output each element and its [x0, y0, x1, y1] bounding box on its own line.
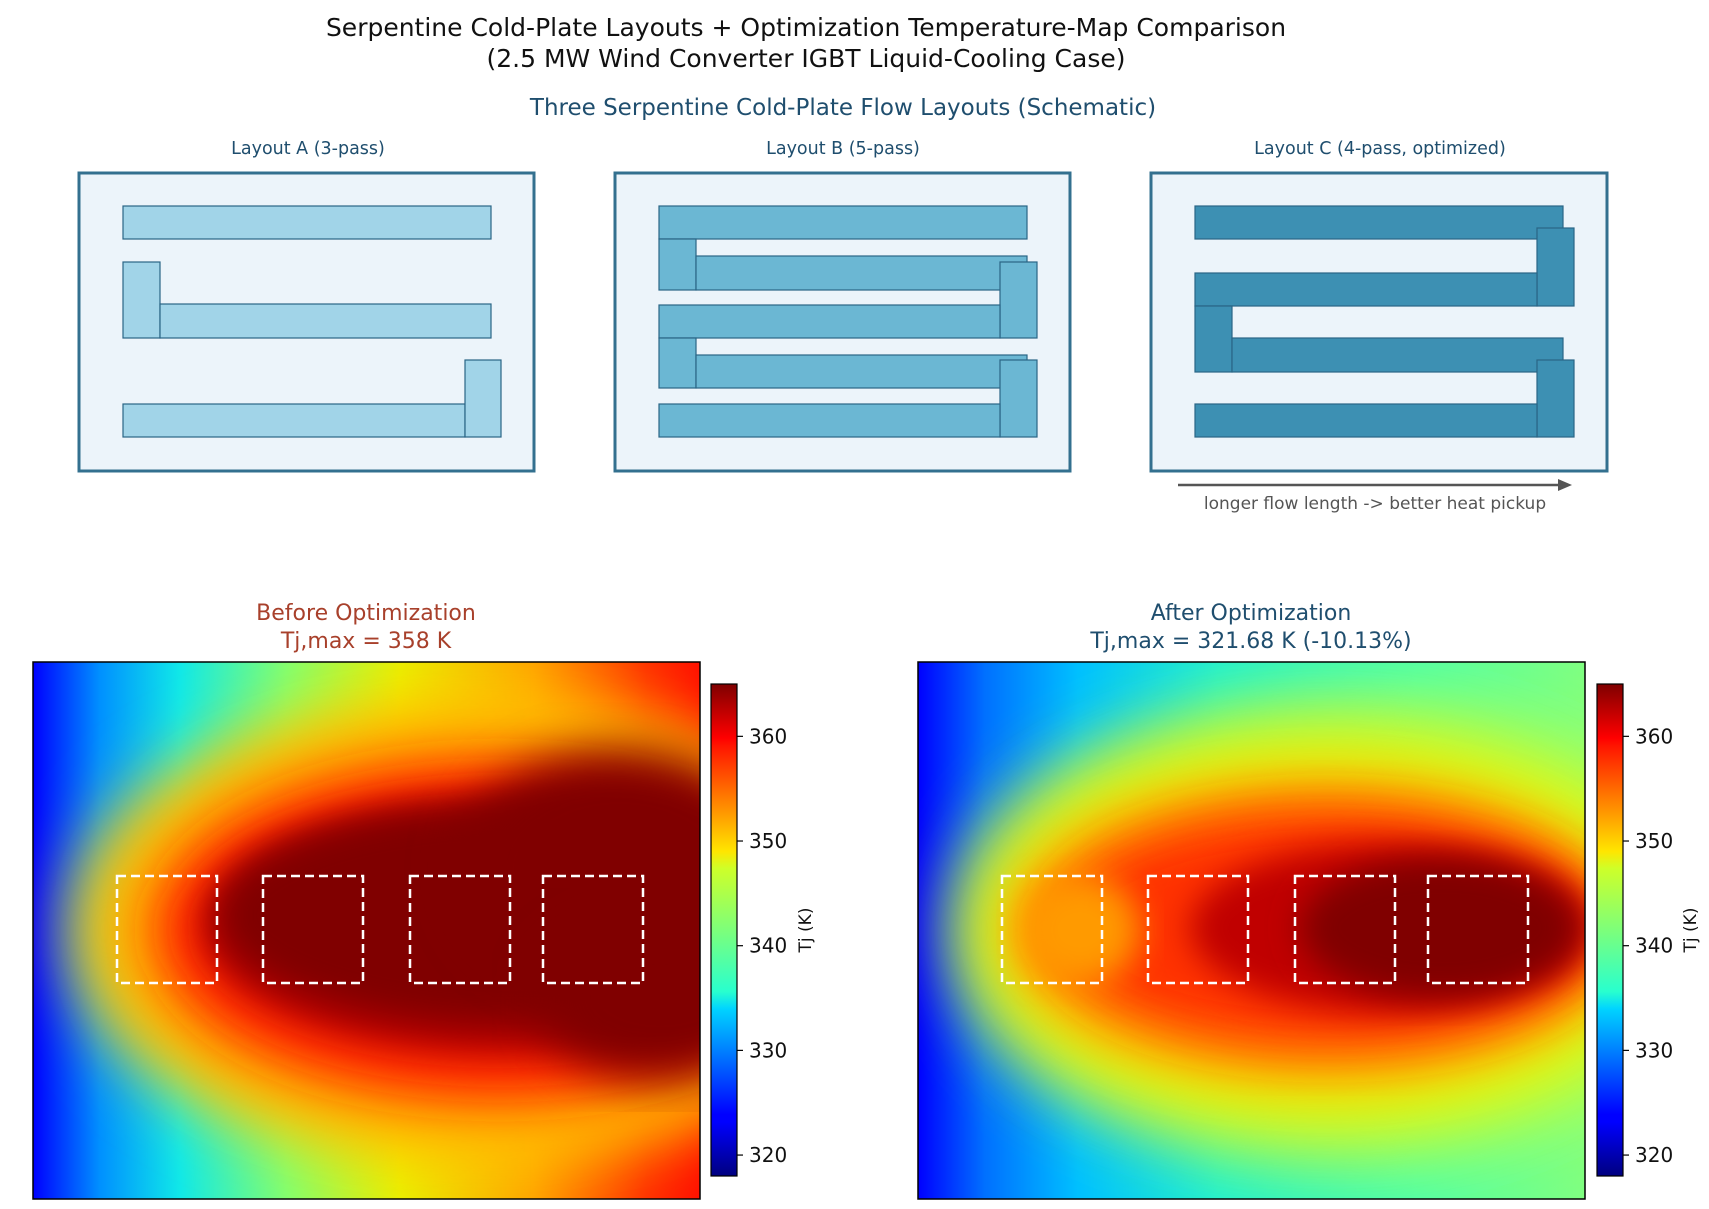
colorbar-tick-label: 360	[749, 724, 787, 748]
colorbar-tick-label: 330	[1635, 1038, 1673, 1062]
heatmap-after-frame	[917, 661, 1586, 1200]
colorbar-tick-label: 340	[1635, 934, 1673, 958]
colorbar-before-label: Tj (K)	[796, 908, 816, 954]
channel-turn	[999, 261, 1038, 339]
layout-a-title: Layout A (3-pass)	[231, 139, 385, 159]
channel-turn	[464, 359, 502, 438]
heatmap-before-field	[33, 662, 700, 1199]
colorbar-tick-label: 360	[1635, 724, 1673, 748]
layout-c: Layout C (4-pass, optimized) longer flow…	[1149, 139, 1609, 514]
schematic-title: Three Serpentine Cold-Plate Flow Layouts…	[529, 95, 1156, 121]
colorbar-tick-label: 320	[749, 1143, 787, 1167]
igbt-chip-outline	[1146, 874, 1250, 985]
figure-title-line2: (2.5 MW Wind Converter IGBT Liquid-Cooli…	[486, 44, 1125, 73]
igbt-chip-outline	[1293, 874, 1397, 985]
channel-turn	[658, 238, 697, 291]
igbt-chip-outline	[261, 874, 365, 985]
colorbar-tick-label: 350	[749, 829, 787, 853]
heatmap-after-field	[918, 662, 1585, 1199]
heatmap-before: Before Optimization Tj,max = 358 K 360 35…	[32, 601, 816, 1200]
colorbar-after-bar	[1596, 683, 1624, 1177]
channels-a	[122, 205, 502, 438]
colorbar-before: 360 350 340 330 320 Tj (K)	[710, 683, 816, 1177]
channel-turn	[1536, 359, 1575, 438]
colorbar-before-bar	[710, 683, 738, 1177]
figure-title-line1: Serpentine Cold-Plate Layouts + Optimiza…	[326, 13, 1286, 42]
channel-turn	[122, 261, 161, 339]
channel-turn	[999, 359, 1038, 438]
channel-pass	[695, 255, 1028, 291]
flow-length-note: longer flow length -> better heat pickup	[1204, 494, 1546, 514]
colorbar-tick-label: 340	[749, 934, 787, 958]
colorbar-before-ticks: 360 350 340 330 320	[737, 724, 787, 1167]
channel-pass	[1194, 205, 1564, 240]
igbt-chip-outline	[115, 874, 219, 985]
flow-length-arrow	[1178, 479, 1572, 491]
igbt-chip-outline	[1426, 874, 1530, 985]
heatmap-before-title-line1: Before Optimization	[256, 601, 476, 626]
channel-pass	[159, 303, 492, 339]
colorbar-after-ticks: 360 350 340 330 320	[1623, 724, 1673, 1167]
colorbar-after: 360 350 340 330 320 Tj (K)	[1596, 683, 1701, 1177]
channel-pass	[1194, 403, 1538, 438]
colorbar-after-label: Tj (K)	[1681, 908, 1701, 954]
igbt-chip-outline	[1000, 874, 1104, 985]
channel-pass	[658, 304, 1001, 339]
chip-outlines-after	[1000, 874, 1530, 985]
colorbar-tick-label: 350	[1635, 829, 1673, 853]
heatmap-after-title-line2: Tj,max = 321.68 K (-10.13%)	[1089, 629, 1411, 654]
colorbar-tick-label: 330	[749, 1038, 787, 1062]
chip-outlines-before	[115, 874, 645, 985]
channel-pass	[695, 354, 1028, 389]
igbt-chip-outline	[408, 874, 512, 985]
channel-pass	[1194, 272, 1538, 307]
layout-c-title: Layout C (4-pass, optimized)	[1254, 139, 1506, 159]
channels-b	[658, 205, 1038, 438]
channel-pass	[658, 403, 1001, 438]
igbt-chip-outline	[541, 874, 645, 985]
channel-pass	[122, 205, 492, 240]
colorbar-tick-label: 320	[1635, 1143, 1673, 1167]
layout-b: Layout B (5-pass)	[613, 139, 1072, 473]
heatmap-before-frame	[32, 661, 701, 1200]
channel-turn	[658, 337, 697, 389]
channel-pass	[658, 205, 1028, 240]
channel-pass	[122, 403, 466, 438]
channel-turn	[1194, 305, 1233, 373]
layout-b-title: Layout B (5-pass)	[766, 139, 920, 159]
heatmap-after: After Optimization Tj,max = 321.68 K (-1…	[917, 601, 1701, 1200]
heatmap-after-title-line1: After Optimization	[1151, 601, 1352, 626]
channels-c	[1194, 205, 1575, 438]
layout-a: Layout A (3-pass)	[77, 139, 536, 473]
heatmap-before-title-line2: Tj,max = 358 K	[280, 629, 452, 654]
channel-turn	[1536, 227, 1575, 307]
channel-pass	[1231, 337, 1564, 373]
